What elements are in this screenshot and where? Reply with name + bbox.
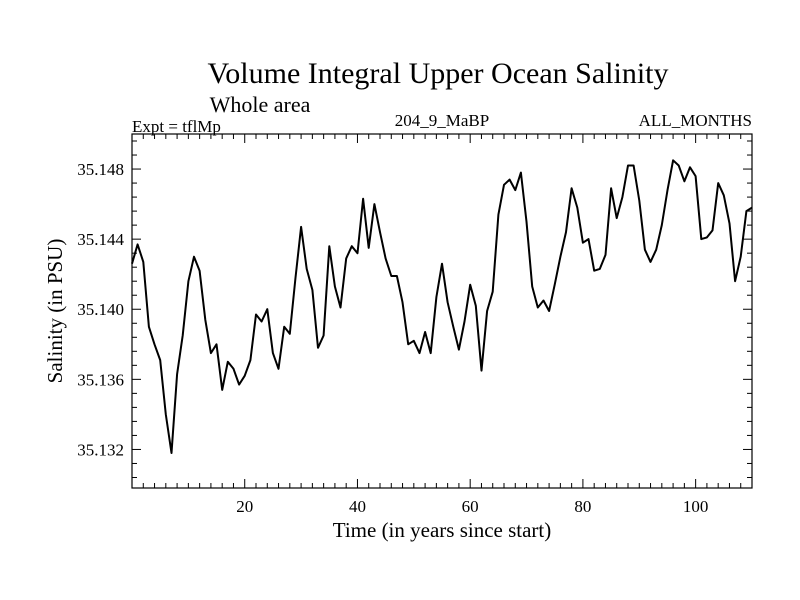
y-tick-label: 35.140 [77,300,124,319]
run-id-label: 204_9_MaBP [395,111,489,130]
chart-title: Volume Integral Upper Ocean Salinity [208,57,669,90]
series-line-salinity [131,159,753,454]
x-tick-label: 60 [462,497,479,516]
y-tick-label: 35.132 [77,440,124,459]
y-tick-label: 35.136 [77,370,124,389]
y-axis-label: Salinity (in PSU) [43,239,67,384]
plot-area: 20 40 60 80 100 35.132 35.136 35.140 35.144 35.14… [77,133,753,516]
x-tick-label: 20 [236,497,253,516]
experiment-label: Expt = tflMp [132,117,221,136]
x-tick-label: 80 [574,497,591,516]
chart-subtitle: Whole area [210,92,311,117]
x-tick-label: 40 [349,497,366,516]
x-axis-label: Time (in years since start) [333,518,552,542]
months-label: ALL_MONTHS [639,111,752,130]
y-tick-label: 35.148 [77,160,124,179]
x-tick-label: 100 [683,497,709,516]
plot-frame [131,133,753,489]
y-tick-label: 35.144 [77,230,124,249]
